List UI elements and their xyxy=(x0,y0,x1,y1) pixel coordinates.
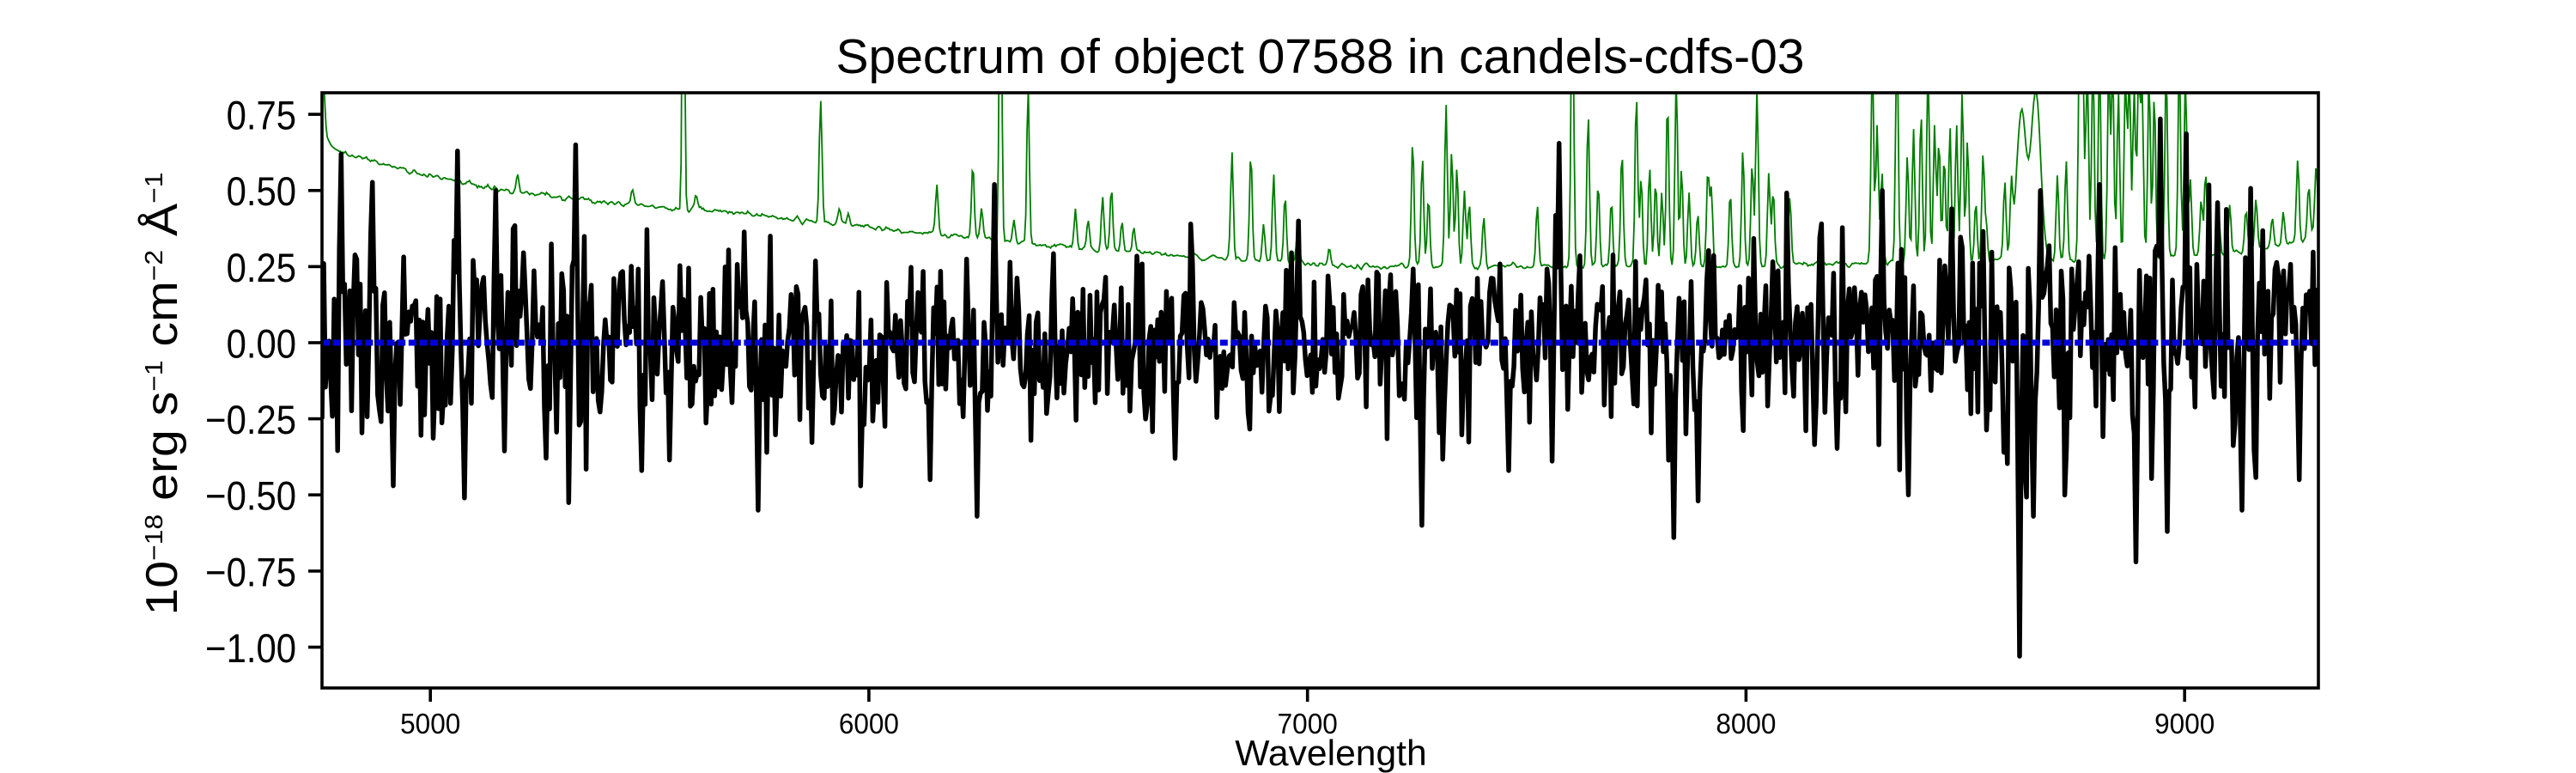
svg-text:0.50: 0.50 xyxy=(227,170,296,215)
svg-text:Spectrum of object 07588 in ca: Spectrum of object 07588 in candels-cdfs… xyxy=(836,29,1805,84)
svg-text:0.00: 0.00 xyxy=(227,322,296,367)
svg-text:7000: 7000 xyxy=(1278,708,1338,740)
svg-text:8000: 8000 xyxy=(1716,708,1776,740)
svg-text:−0.25: −0.25 xyxy=(205,399,296,443)
svg-text:0.25: 0.25 xyxy=(227,247,296,291)
svg-text:0.75: 0.75 xyxy=(227,94,296,138)
svg-text:5000: 5000 xyxy=(400,708,460,740)
svg-text:−0.50: −0.50 xyxy=(205,474,296,519)
svg-text:10−18 erg s−1 cm−2 Å−1: 10−18 erg s−1 cm−2 Å−1 xyxy=(137,172,186,615)
svg-text:−0.75: −0.75 xyxy=(205,551,296,595)
svg-text:Wavelength: Wavelength xyxy=(1235,733,1426,773)
svg-text:−1.00: −1.00 xyxy=(205,627,296,672)
svg-text:6000: 6000 xyxy=(839,708,899,740)
svg-text:9000: 9000 xyxy=(2154,708,2215,740)
